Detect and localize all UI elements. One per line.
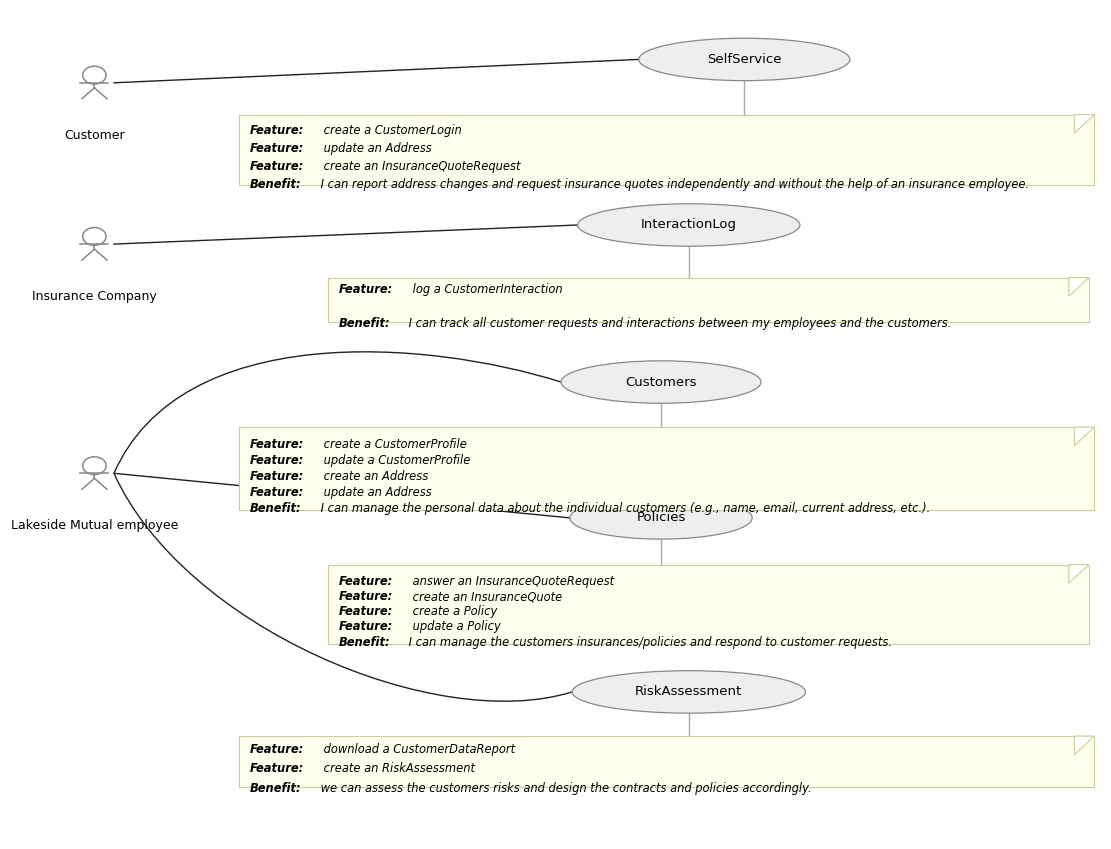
Text: Benefit:: Benefit: — [250, 178, 301, 191]
Polygon shape — [1074, 736, 1094, 755]
Text: create a CustomerLogin: create a CustomerLogin — [320, 124, 462, 137]
Text: Feature:: Feature: — [339, 605, 393, 618]
FancyBboxPatch shape — [239, 115, 1094, 185]
Text: Feature:: Feature: — [339, 621, 393, 633]
Text: create an RiskAssessment: create an RiskAssessment — [320, 762, 476, 775]
Ellipse shape — [570, 497, 752, 539]
Text: create an Address: create an Address — [320, 469, 428, 483]
Text: Benefit:: Benefit: — [339, 318, 390, 330]
Text: RiskAssessment: RiskAssessment — [635, 685, 742, 699]
Text: Policies: Policies — [637, 511, 685, 525]
Ellipse shape — [639, 38, 850, 81]
Text: I can report address changes and request insurance quotes independently and with: I can report address changes and request… — [317, 178, 1029, 191]
Text: Benefit:: Benefit: — [250, 502, 301, 515]
FancyBboxPatch shape — [239, 736, 1094, 787]
Text: Customers: Customers — [625, 375, 697, 389]
Text: Benefit:: Benefit: — [339, 636, 390, 649]
Text: update an Address: update an Address — [320, 486, 432, 499]
Text: Lakeside Mutual employee: Lakeside Mutual employee — [11, 519, 178, 532]
Text: Feature:: Feature: — [250, 486, 304, 499]
FancyBboxPatch shape — [239, 427, 1094, 510]
Text: we can assess the customers risks and design the contracts and policies accordin: we can assess the customers risks and de… — [317, 782, 811, 795]
Text: Feature:: Feature: — [250, 142, 304, 155]
Text: Feature:: Feature: — [250, 469, 304, 483]
Text: create a CustomerProfile: create a CustomerProfile — [320, 438, 467, 451]
Text: I can track all customer requests and interactions between my employees and the : I can track all customer requests and in… — [406, 318, 952, 330]
Text: update an Address: update an Address — [320, 142, 432, 155]
Text: Benefit:: Benefit: — [250, 782, 301, 795]
Ellipse shape — [572, 671, 805, 713]
Text: Feature:: Feature: — [250, 160, 304, 173]
Text: I can manage the customers insurances/policies and respond to customer requests.: I can manage the customers insurances/po… — [406, 636, 892, 649]
Text: create a Policy: create a Policy — [409, 605, 497, 618]
Text: I can manage the personal data about the individual customers (e.g., name, email: I can manage the personal data about the… — [317, 502, 930, 515]
Polygon shape — [1074, 427, 1094, 446]
Polygon shape — [1069, 278, 1089, 296]
Polygon shape — [1069, 565, 1089, 583]
Text: download a CustomerDataReport: download a CustomerDataReport — [320, 743, 516, 756]
Text: Feature:: Feature: — [339, 284, 393, 296]
Text: SelfService: SelfService — [707, 53, 782, 66]
Text: Feature:: Feature: — [250, 454, 304, 467]
FancyBboxPatch shape — [328, 278, 1089, 322]
FancyBboxPatch shape — [328, 565, 1089, 644]
Text: update a CustomerProfile: update a CustomerProfile — [320, 454, 470, 467]
Text: Insurance Company: Insurance Company — [32, 290, 157, 303]
Text: Feature:: Feature: — [250, 438, 304, 451]
Text: answer an InsuranceQuoteRequest: answer an InsuranceQuoteRequest — [409, 575, 614, 588]
Text: Feature:: Feature: — [250, 762, 304, 775]
Text: Feature:: Feature: — [339, 590, 393, 603]
Text: Customer: Customer — [64, 128, 124, 142]
Text: InteractionLog: InteractionLog — [641, 218, 737, 232]
Ellipse shape — [578, 204, 800, 246]
Text: log a CustomerInteraction: log a CustomerInteraction — [409, 284, 562, 296]
Text: create an InsuranceQuoteRequest: create an InsuranceQuoteRequest — [320, 160, 520, 173]
Text: create an InsuranceQuote: create an InsuranceQuote — [409, 590, 562, 603]
Text: update a Policy: update a Policy — [409, 621, 501, 633]
Polygon shape — [1074, 115, 1094, 133]
Text: Feature:: Feature: — [250, 124, 304, 137]
Ellipse shape — [561, 361, 761, 403]
Text: Feature:: Feature: — [250, 743, 304, 756]
Text: Feature:: Feature: — [339, 575, 393, 588]
